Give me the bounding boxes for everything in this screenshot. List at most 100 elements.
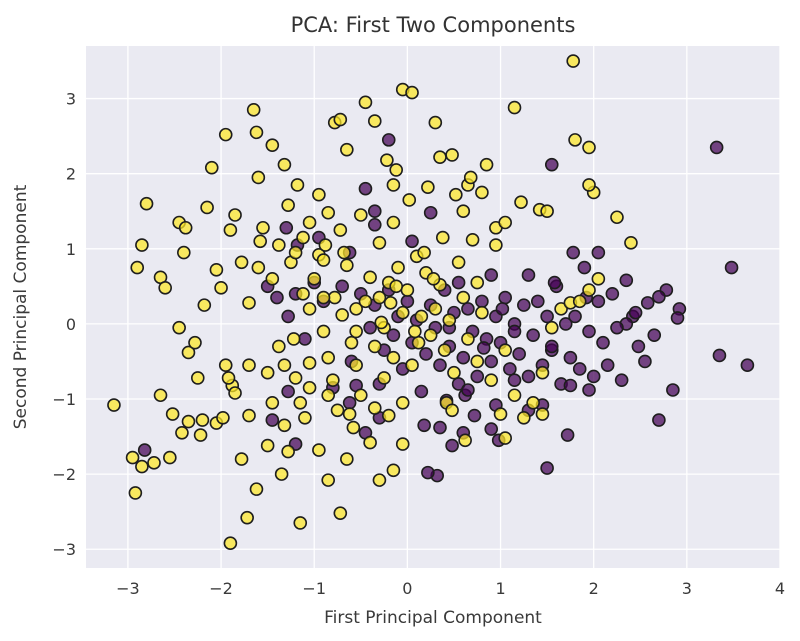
data-point — [402, 193, 417, 207]
data-point — [130, 260, 145, 275]
data-point — [265, 272, 280, 286]
data-point — [572, 362, 587, 376]
y-tick-label: −1 — [52, 390, 76, 409]
data-point — [293, 516, 308, 530]
data-point — [582, 178, 596, 192]
data-point — [321, 388, 336, 403]
data-points — [107, 54, 755, 551]
data-point — [277, 358, 292, 373]
data-point — [242, 358, 256, 373]
data-point — [380, 153, 394, 167]
data-point — [288, 245, 303, 260]
data-point — [451, 377, 466, 391]
data-point — [470, 275, 485, 290]
data-point — [349, 302, 363, 316]
data-point — [165, 407, 180, 421]
data-point — [405, 358, 419, 373]
data-point — [445, 438, 459, 453]
data-point — [298, 332, 312, 346]
data-point — [470, 369, 485, 384]
data-point — [544, 320, 559, 335]
x-tick-label: 4 — [775, 579, 785, 598]
data-point — [316, 290, 331, 305]
data-point — [484, 268, 499, 282]
data-point — [568, 133, 582, 147]
data-point — [249, 482, 264, 496]
data-point — [367, 217, 382, 232]
data-point — [188, 335, 202, 350]
data-point — [307, 272, 322, 286]
data-point — [647, 328, 662, 342]
data-point — [419, 347, 433, 361]
data-point — [193, 428, 208, 442]
data-point — [251, 170, 266, 185]
y-tick-label: −2 — [52, 465, 76, 484]
data-point — [563, 378, 578, 393]
data-point — [286, 332, 301, 346]
data-point — [107, 398, 121, 412]
data-point — [386, 215, 401, 230]
data-point — [386, 328, 401, 342]
data-point — [558, 317, 573, 331]
data-point — [363, 435, 377, 450]
data-point — [386, 350, 401, 365]
data-point — [251, 260, 266, 275]
data-point — [281, 309, 295, 324]
data-point — [367, 114, 382, 128]
data-point — [568, 309, 582, 324]
data-point — [428, 302, 443, 316]
data-point — [489, 238, 503, 252]
data-point — [670, 311, 685, 325]
data-point — [512, 347, 526, 361]
data-point — [342, 395, 357, 410]
data-point — [367, 204, 382, 219]
data-point — [530, 294, 545, 309]
data-point — [712, 348, 727, 363]
data-point — [582, 324, 596, 339]
y-tick-label: 0 — [66, 315, 76, 334]
data-point — [181, 414, 196, 429]
data-point — [560, 428, 575, 442]
data-point — [596, 335, 610, 350]
data-point — [288, 371, 303, 385]
data-point — [139, 196, 154, 211]
data-point — [517, 298, 531, 312]
data-point — [605, 287, 620, 301]
data-point — [554, 302, 568, 316]
data-point — [507, 373, 522, 388]
data-point — [372, 473, 387, 487]
data-point — [246, 103, 261, 117]
data-point — [342, 407, 357, 421]
data-point — [456, 290, 471, 305]
data-point — [265, 138, 280, 152]
data-point — [503, 362, 517, 376]
data-point — [281, 444, 295, 459]
data-point — [521, 369, 536, 384]
data-point — [381, 408, 396, 423]
data-point — [619, 273, 634, 288]
data-point — [465, 232, 480, 247]
data-point — [666, 383, 680, 397]
data-point — [335, 308, 349, 322]
data-point — [377, 371, 391, 385]
data-point — [445, 148, 459, 162]
data-point — [256, 220, 270, 235]
x-tick-label: −1 — [302, 579, 326, 598]
data-point — [540, 309, 554, 324]
data-point — [423, 328, 438, 342]
data-point — [405, 234, 419, 249]
data-point — [367, 401, 382, 415]
data-point — [495, 302, 510, 316]
data-point — [445, 403, 459, 418]
data-point — [330, 403, 345, 418]
data-point — [507, 388, 522, 403]
data-point — [638, 354, 652, 369]
data-point — [577, 260, 592, 275]
data-point — [153, 388, 168, 403]
data-point — [493, 407, 508, 421]
x-tick-label: −3 — [116, 579, 140, 598]
data-point — [228, 386, 242, 400]
data-point — [507, 100, 522, 115]
data-point — [652, 413, 666, 427]
